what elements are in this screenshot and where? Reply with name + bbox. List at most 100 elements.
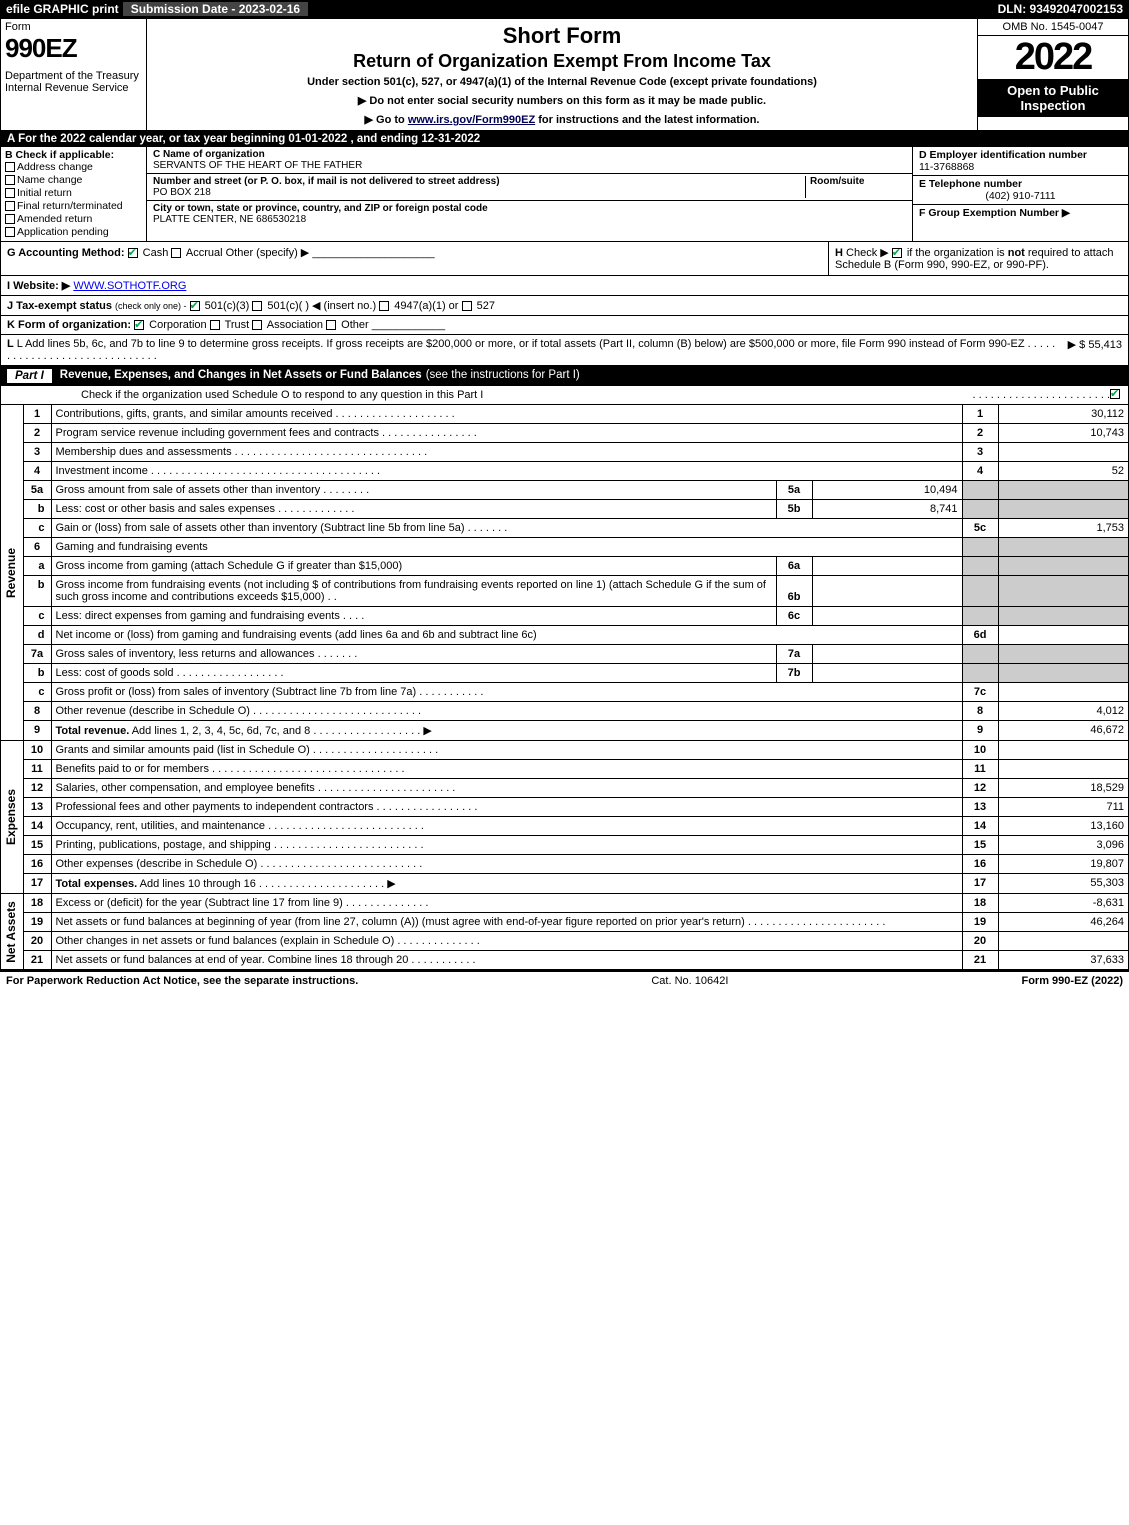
table-row: 15Printing, publications, postage, and s… [1, 836, 1128, 855]
org-street: PO BOX 218 [153, 187, 801, 198]
table-row: bGross income from fundraising events (n… [1, 576, 1128, 607]
c-name-label: C Name of organization [153, 149, 906, 160]
table-row: 12Salaries, other compensation, and empl… [1, 779, 1128, 798]
inspection-badge: Open to Public Inspection [978, 79, 1128, 117]
k-label: K Form of organization: [7, 319, 131, 331]
table-row: 4Investment income . . . . . . . . . . .… [1, 462, 1128, 481]
l-value: ▶ $ 55,413 [1060, 338, 1122, 362]
instr-goto-post: for instructions and the latest informat… [535, 114, 759, 126]
ck-other-org[interactable] [326, 320, 336, 330]
i-row: I Website: ▶ WWW.SOTHOTF.ORG [1, 276, 1128, 296]
ck-name-change[interactable]: Name change [5, 174, 142, 186]
l-row: L L Add lines 5b, 6c, and 7b to line 9 t… [1, 335, 1128, 366]
org-name: SERVANTS OF THE HEART OF THE FATHER [153, 160, 906, 171]
footer: For Paperwork Reduction Act Notice, see … [0, 971, 1129, 990]
under-section: Under section 501(c), 527, or 4947(a)(1)… [153, 76, 971, 88]
ck-trust[interactable] [210, 320, 220, 330]
ck-application-pending[interactable]: Application pending [5, 226, 142, 238]
section-def: D Employer identification number 11-3768… [912, 147, 1128, 241]
i-label: I Website: ▶ [7, 280, 70, 292]
form-container: Form 990EZ Department of the Treasury In… [0, 18, 1129, 971]
j-row: J Tax-exempt status (check only one) - 5… [1, 296, 1128, 316]
ck-accrual[interactable] [171, 248, 181, 258]
footer-center: Cat. No. 10642I [651, 975, 728, 987]
j-label: J Tax-exempt status [7, 300, 112, 312]
table-row: 19Net assets or fund balances at beginni… [1, 913, 1128, 932]
ck-4947[interactable] [379, 301, 389, 311]
short-form-title: Short Form [153, 23, 971, 49]
bc-block: B Check if applicable: Address change Na… [1, 147, 1128, 242]
table-row: cGross profit or (loss) from sales of in… [1, 683, 1128, 702]
table-row: dNet income or (loss) from gaming and fu… [1, 626, 1128, 645]
c-room-label: Room/suite [810, 176, 906, 187]
table-row: cLess: direct expenses from gaming and f… [1, 607, 1128, 626]
expenses-tab: Expenses [4, 789, 18, 845]
b-label: B Check if applicable: [5, 149, 142, 161]
instr-ssn: ▶ Do not enter social security numbers o… [153, 94, 971, 107]
c-street-label: Number and street (or P. O. box, if mail… [153, 176, 801, 187]
header-bar: efile GRAPHIC print Submission Date - 20… [0, 0, 1129, 18]
section-a: A For the 2022 calendar year, or tax yea… [1, 131, 1128, 147]
table-row: 2Program service revenue including gover… [1, 424, 1128, 443]
netassets-tab: Net Assets [4, 901, 18, 963]
form-number: 990EZ [5, 33, 142, 64]
table-row: bLess: cost of goods sold . . . . . . . … [1, 664, 1128, 683]
table-row: 6Gaming and fundraising events [1, 538, 1128, 557]
ck-initial-return[interactable]: Initial return [5, 187, 142, 199]
table-row: 21Net assets or fund balances at end of … [1, 951, 1128, 970]
ck-501c[interactable] [252, 301, 262, 311]
dln: DLN: 93492047002153 [992, 0, 1129, 18]
table-row: Expenses 10Grants and similar amounts pa… [1, 741, 1128, 760]
ck-address-change[interactable]: Address change [5, 161, 142, 173]
table-row: 13Professional fees and other payments t… [1, 798, 1128, 817]
form-word: Form [5, 21, 142, 33]
table-row: 5aGross amount from sale of assets other… [1, 481, 1128, 500]
ck-final-return[interactable]: Final return/terminated [5, 200, 142, 212]
table-row: aGross income from gaming (attach Schedu… [1, 557, 1128, 576]
org-city: PLATTE CENTER, NE 686530218 [153, 214, 906, 225]
footer-right: Form 990-EZ (2022) [1021, 975, 1123, 987]
table-row: 14Occupancy, rent, utilities, and mainte… [1, 817, 1128, 836]
table-row: 11Benefits paid to or for members . . . … [1, 760, 1128, 779]
part1-sub: Check if the organization used Schedule … [1, 386, 1128, 405]
part1-label: Part I [7, 369, 52, 383]
part1-table: Revenue 1Contributions, gifts, grants, a… [1, 405, 1128, 970]
ck-h[interactable] [892, 248, 902, 258]
footer-left: For Paperwork Reduction Act Notice, see … [6, 975, 358, 987]
tax-year: 2022 [978, 36, 1128, 79]
ck-corp[interactable] [134, 320, 144, 330]
ck-assoc[interactable] [252, 320, 262, 330]
submission-date: Submission Date - 2023-02-16 [123, 2, 308, 16]
ck-part1-schedo[interactable] [1110, 389, 1120, 399]
f-grp-label: F Group Exemption Number ▶ [919, 207, 1122, 219]
c-city-label: City or town, state or province, country… [153, 203, 906, 214]
revenue-tab: Revenue [4, 547, 18, 597]
ck-cash[interactable] [128, 248, 138, 258]
ck-527[interactable] [462, 301, 472, 311]
part1-note: (see the instructions for Part I) [426, 369, 580, 383]
irs-link[interactable]: www.irs.gov/Form990EZ [408, 114, 535, 126]
part1-header: Part I Revenue, Expenses, and Changes in… [1, 366, 1128, 386]
table-row: 3Membership dues and assessments . . . .… [1, 443, 1128, 462]
dept-label: Department of the Treasury Internal Reve… [5, 70, 142, 94]
table-row: Net Assets 18Excess or (deficit) for the… [1, 894, 1128, 913]
instr-goto: ▶ Go to www.irs.gov/Form990EZ for instru… [153, 113, 971, 126]
ck-501c3[interactable] [190, 301, 200, 311]
ein-value: 11-3768868 [919, 161, 1122, 173]
g-other: Other (specify) ▶ [226, 247, 310, 259]
e-tel-label: E Telephone number [919, 178, 1122, 190]
instr-goto-pre: ▶ Go to [365, 114, 408, 126]
table-row: 20Other changes in net assets or fund ba… [1, 932, 1128, 951]
k-row: K Form of organization: Corporation Trus… [1, 316, 1128, 335]
table-row: 8Other revenue (describe in Schedule O) … [1, 702, 1128, 721]
d-ein-label: D Employer identification number [919, 149, 1122, 161]
title-block: Form 990EZ Department of the Treasury In… [1, 19, 1128, 131]
ck-amended-return[interactable]: Amended return [5, 213, 142, 225]
efile-label[interactable]: efile GRAPHIC print [6, 2, 119, 16]
table-row: 7aGross sales of inventory, less returns… [1, 645, 1128, 664]
section-b: B Check if applicable: Address change Na… [1, 147, 147, 241]
tel-value: (402) 910-7111 [919, 190, 1122, 202]
website-link[interactable]: WWW.SOTHOTF.ORG [73, 280, 186, 292]
g-label: G Accounting Method: [7, 247, 125, 259]
h-text: H Check ▶ if the organization is not req… [828, 242, 1128, 275]
